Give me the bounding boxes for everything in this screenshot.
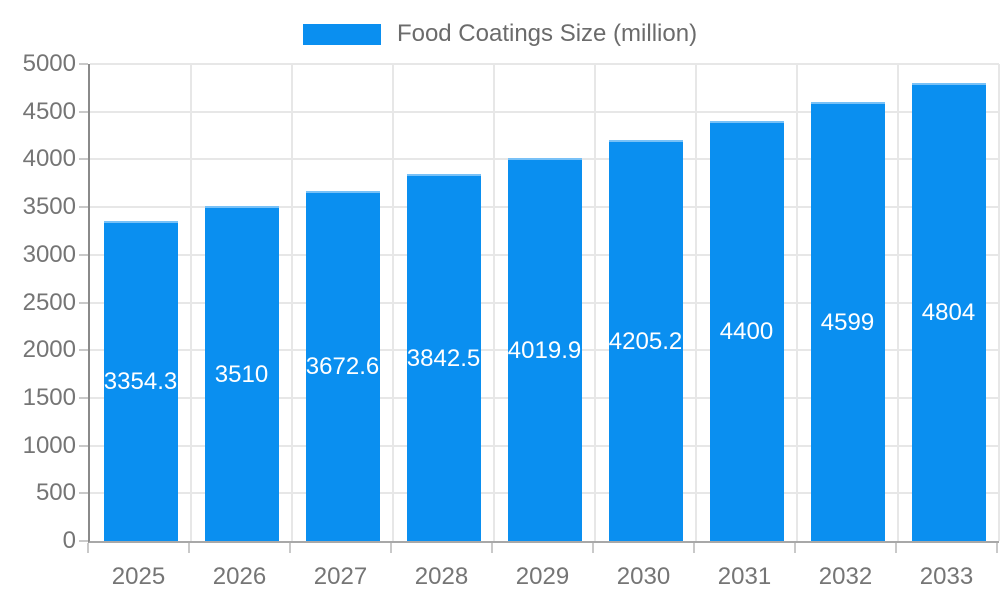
- plot-area: 3354.3 3510 3672.6 3842.5 4019.9 4205.2 4400 45…: [88, 63, 1000, 543]
- v-gridline: [291, 64, 293, 541]
- x-tick-mark: [996, 543, 998, 553]
- y-tick-mark: [79, 396, 88, 399]
- h-gridline: [90, 110, 999, 113]
- h-gridline: [90, 63, 999, 65]
- legend: Food Coatings Size (million): [0, 20, 1000, 48]
- v-gridline: [796, 64, 798, 541]
- legend-swatch: [302, 23, 381, 45]
- bar[interactable]: 3672.6: [305, 191, 380, 541]
- bar-value-label: 4019.9: [507, 336, 582, 364]
- y-tick-mark: [79, 444, 88, 447]
- bar-value-label: 4205.2: [608, 327, 683, 355]
- y-tick-mark: [79, 349, 88, 352]
- x-tick-label: 2031: [717, 563, 772, 590]
- y-tick-label: 4000: [22, 145, 76, 173]
- bar[interactable]: 4599: [810, 102, 885, 541]
- y-tick-mark: [79, 253, 88, 256]
- bar-value-label: 3510: [214, 360, 269, 388]
- bar-value-label: 3354.3: [103, 368, 178, 395]
- v-gridline: [493, 64, 495, 541]
- y-tick-mark: [79, 63, 88, 65]
- y-tick-mark: [79, 110, 88, 113]
- y-tick-label: 3000: [22, 240, 76, 268]
- bar-value-label: 4599: [820, 308, 875, 336]
- v-gridline: [897, 64, 899, 541]
- x-tick-mark: [87, 543, 89, 553]
- v-gridline: [190, 64, 192, 541]
- v-gridline: [695, 64, 697, 541]
- x-tick-mark: [592, 543, 594, 553]
- y-tick-label: 0: [62, 527, 76, 554]
- x-tick-label: 2029: [515, 563, 570, 590]
- v-gridline: [594, 64, 596, 541]
- bar-value-label: 4400: [719, 318, 774, 345]
- v-gridline: [392, 64, 394, 541]
- y-tick-label: 5000: [22, 50, 76, 77]
- x-tick-label: 2025: [111, 563, 166, 590]
- y-tick-label: 1500: [22, 383, 76, 411]
- y-tick-label: 2500: [22, 288, 76, 316]
- bar[interactable]: 4804: [911, 83, 986, 541]
- x-tick-label: 2026: [212, 563, 267, 590]
- y-tick-mark: [79, 540, 88, 542]
- bar[interactable]: 3842.5: [406, 174, 481, 541]
- x-tick-mark: [188, 543, 190, 553]
- y-tick-mark: [79, 492, 88, 495]
- v-gridline: [998, 64, 1000, 541]
- y-tick-label: 3500: [22, 193, 76, 221]
- x-tick-label: 2030: [616, 563, 671, 590]
- bar-value-label: 3672.6: [305, 353, 380, 380]
- x-tick-mark: [693, 543, 695, 553]
- y-tick-mark: [79, 206, 88, 209]
- x-tick-label: 2032: [818, 563, 873, 590]
- y-tick-mark: [79, 301, 88, 304]
- x-tick-label: 2027: [313, 563, 368, 590]
- bar[interactable]: 4400: [709, 121, 784, 541]
- bar[interactable]: 3510: [204, 206, 279, 541]
- bar-value-label: 4804: [921, 299, 976, 326]
- y-tick-label: 500: [35, 479, 76, 507]
- x-tick-label: 2028: [414, 563, 469, 590]
- bar-value-label: 3842.5: [406, 344, 481, 372]
- x-tick-mark: [289, 543, 291, 553]
- y-tick-label: 1000: [22, 431, 76, 459]
- bar[interactable]: 4019.9: [507, 158, 582, 541]
- bar[interactable]: 4205.2: [608, 140, 683, 541]
- y-tick-label: 4500: [22, 97, 76, 125]
- x-tick-label: 2033: [919, 563, 974, 590]
- y-tick-mark: [79, 158, 88, 161]
- x-tick-mark: [794, 543, 796, 553]
- x-tick-mark: [491, 543, 493, 553]
- x-tick-mark: [895, 543, 897, 553]
- legend-item[interactable]: Food Coatings Size (million): [302, 20, 698, 48]
- x-tick-mark: [390, 543, 392, 553]
- y-tick-label: 2000: [22, 336, 76, 364]
- legend-label: Food Coatings Size (million): [396, 20, 698, 47]
- bar[interactable]: 3354.3: [103, 221, 178, 541]
